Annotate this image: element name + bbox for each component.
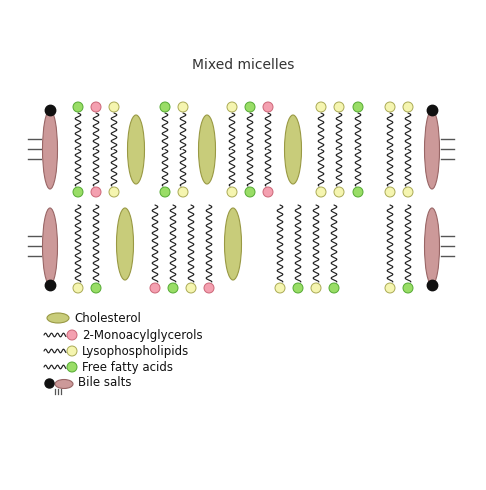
Ellipse shape [55,379,73,389]
Circle shape [245,102,255,112]
Text: Mixed micelles: Mixed micelles [192,58,294,72]
Circle shape [67,362,77,372]
Circle shape [353,187,363,197]
Circle shape [186,283,196,293]
Circle shape [316,102,326,112]
Circle shape [316,187,326,197]
Ellipse shape [117,208,134,280]
Circle shape [353,102,363,112]
Circle shape [403,187,413,197]
Circle shape [263,187,273,197]
Circle shape [168,283,178,293]
Text: 2-Monoacylglycerols: 2-Monoacylglycerols [82,328,203,342]
Circle shape [73,187,83,197]
Ellipse shape [424,208,439,285]
Circle shape [160,102,170,112]
Circle shape [109,187,119,197]
Circle shape [204,283,214,293]
Circle shape [293,283,303,293]
Circle shape [160,187,170,197]
Circle shape [311,283,321,293]
Circle shape [245,187,255,197]
Circle shape [109,102,119,112]
Circle shape [178,102,188,112]
Circle shape [263,102,273,112]
Circle shape [385,187,395,197]
Text: Free fatty acids: Free fatty acids [82,361,173,373]
Circle shape [334,102,344,112]
Ellipse shape [127,115,144,184]
Circle shape [227,102,237,112]
Circle shape [334,187,344,197]
Ellipse shape [42,208,57,285]
Circle shape [67,346,77,356]
Text: Lysophospholipids: Lysophospholipids [82,344,189,358]
Ellipse shape [198,115,215,184]
Circle shape [403,102,413,112]
Circle shape [91,102,101,112]
Ellipse shape [47,313,69,323]
Circle shape [403,283,413,293]
Circle shape [385,283,395,293]
Ellipse shape [284,115,301,184]
Circle shape [227,187,237,197]
Text: Cholesterol: Cholesterol [74,312,141,324]
Circle shape [275,283,285,293]
Circle shape [73,102,83,112]
Circle shape [73,283,83,293]
Circle shape [178,187,188,197]
Ellipse shape [424,110,439,189]
Circle shape [91,187,101,197]
Circle shape [67,330,77,340]
Circle shape [91,283,101,293]
Ellipse shape [225,208,242,280]
Ellipse shape [42,110,57,189]
Circle shape [150,283,160,293]
Circle shape [329,283,339,293]
Circle shape [385,102,395,112]
Text: Bile salts: Bile salts [78,376,132,390]
